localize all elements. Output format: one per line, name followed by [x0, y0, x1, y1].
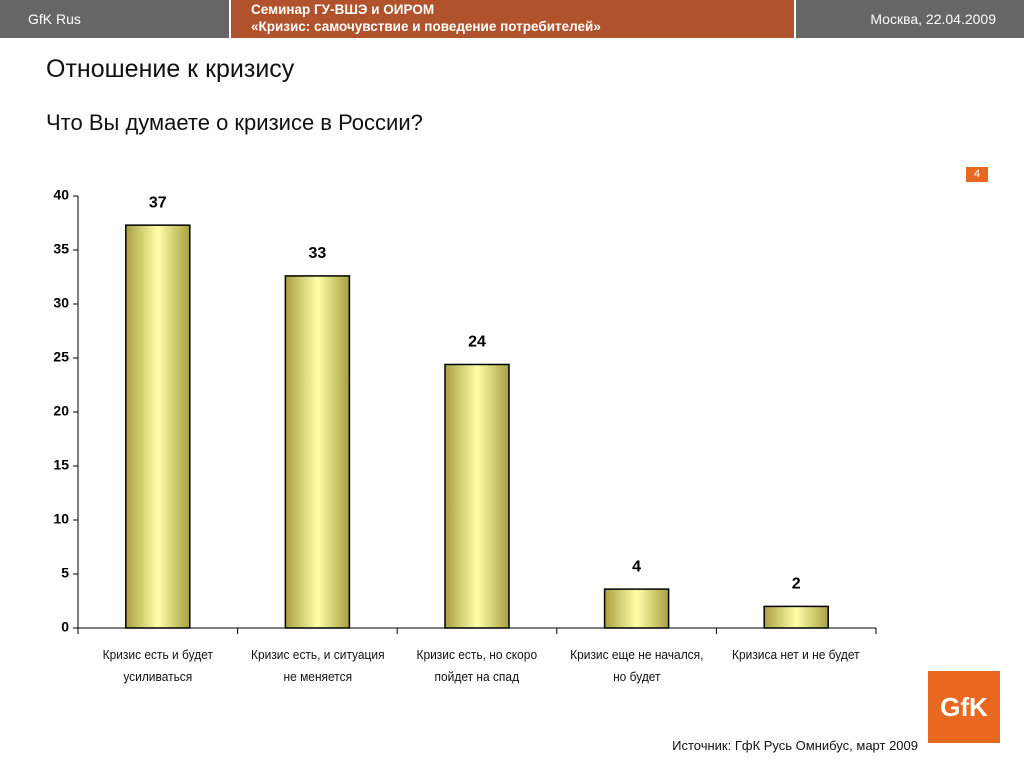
slide-subtitle: Что Вы думаете о кризисе в России? [46, 110, 423, 135]
y-tick-label: 20 [53, 403, 69, 419]
logo: GfK [928, 671, 1000, 743]
x-tick-label: Кризиса нет и не будет [732, 647, 860, 662]
source-note: Источник: ГфК Русь Омнибус, март 2009 [672, 738, 918, 753]
y-tick-label: 40 [53, 187, 69, 203]
data-label: 2 [792, 576, 801, 593]
x-tick-label: Кризис есть и будет усиливаться [102, 647, 213, 684]
data-label: 24 [468, 334, 486, 351]
header-line: «Кризис: самочувствие и поведение потреб… [251, 19, 601, 34]
header-center: Семинар ГУ-ВШЭ и ОИРОМ «Кризис: самочувс… [231, 0, 794, 38]
x-tick-label: Кризис еще не начался, но будет [569, 647, 704, 684]
slide-title: Отношение к кризису [46, 55, 295, 83]
bar [125, 224, 191, 629]
data-label: 4 [632, 558, 641, 575]
bar [603, 588, 670, 629]
header-right: Москва, 22.04.2009 [796, 0, 1024, 38]
y-tick-label: 0 [61, 619, 69, 635]
bar [444, 363, 510, 629]
y-tick-label: 5 [61, 565, 69, 581]
bar [284, 275, 351, 629]
x-tick-label: Кризис есть, но скоро пойдет на спад [416, 647, 538, 684]
y-tick-label: 25 [53, 349, 69, 365]
bar [763, 605, 829, 629]
x-tick-label: Кризис есть, и ситуация не меняется [250, 647, 385, 684]
y-tick-label: 10 [53, 511, 69, 527]
page-number: 4 [966, 167, 988, 182]
header-left: GfK Rus [0, 0, 229, 38]
header-line: Семинар ГУ-ВШЭ и ОИРОМ [251, 2, 435, 17]
y-tick-label: 30 [53, 295, 69, 311]
data-label: 33 [309, 245, 327, 262]
y-tick-label: 15 [53, 457, 69, 473]
y-tick-label: 35 [53, 241, 69, 257]
data-label: 37 [149, 194, 167, 211]
